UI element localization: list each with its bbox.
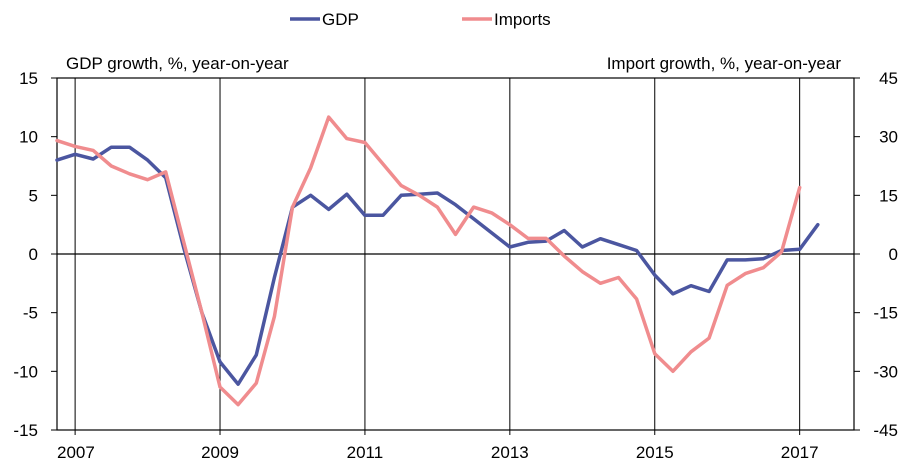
x-tick-label: 2011 xyxy=(347,443,384,462)
right-axis-title: Import growth, %, year-on-year xyxy=(607,54,842,73)
left-axis-title: GDP growth, %, year-on-year xyxy=(66,54,289,73)
right-axis-ticks: -45 -30 -15 0 15 30 45 xyxy=(854,69,898,440)
right-tick-label: 30 xyxy=(879,128,898,147)
left-tick-label: 0 xyxy=(29,245,38,264)
x-tick-label: 2013 xyxy=(491,443,529,462)
right-tick-label: 0 xyxy=(889,245,898,264)
right-tick-label: 15 xyxy=(879,186,898,205)
left-tick-label: -5 xyxy=(23,304,38,323)
imports-line xyxy=(55,115,802,407)
gdp-line xyxy=(55,145,820,386)
x-axis-ticks: 2007 2009 2011 2013 2015 2017 xyxy=(57,430,819,462)
left-tick-label: -10 xyxy=(13,362,38,381)
right-tick-label: 45 xyxy=(879,69,898,88)
x-tick-label: 2007 xyxy=(57,443,95,462)
right-tick-label: -30 xyxy=(873,362,898,381)
right-tick-label: -15 xyxy=(873,304,898,323)
x-tick-label: 2017 xyxy=(781,443,819,462)
legend-imports-label: Imports xyxy=(494,10,551,29)
left-tick-label: 5 xyxy=(29,186,38,205)
legend-gdp-label: GDP xyxy=(322,10,359,29)
left-tick-label: -15 xyxy=(13,421,38,440)
left-tick-label: 15 xyxy=(19,69,38,88)
legend: GDP Imports xyxy=(290,10,551,29)
x-tick-label: 2009 xyxy=(201,443,239,462)
left-axis-ticks: -15 -10 -5 0 5 10 15 xyxy=(13,69,57,440)
left-tick-label: 10 xyxy=(19,128,38,147)
series-lines xyxy=(55,115,820,407)
gridlines xyxy=(57,78,854,430)
right-tick-label: -45 xyxy=(873,421,898,440)
x-tick-label: 2015 xyxy=(636,443,674,462)
